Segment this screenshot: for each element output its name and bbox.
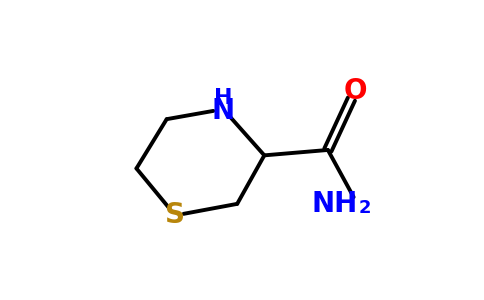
Text: N: N: [212, 98, 235, 125]
Text: O: O: [343, 77, 367, 105]
Text: H: H: [214, 88, 232, 108]
Text: NH: NH: [311, 190, 357, 218]
Text: 2: 2: [359, 199, 371, 217]
Text: S: S: [165, 201, 185, 230]
